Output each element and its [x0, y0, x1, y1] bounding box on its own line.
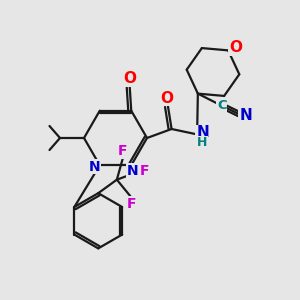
- Text: C: C: [217, 98, 227, 112]
- Text: N: N: [127, 164, 139, 178]
- Text: F: F: [127, 197, 136, 211]
- Text: H: H: [197, 136, 208, 149]
- Text: O: O: [123, 71, 136, 86]
- Text: N: N: [196, 125, 209, 140]
- Text: O: O: [160, 91, 173, 106]
- Text: F: F: [118, 144, 128, 158]
- Text: F: F: [140, 164, 149, 178]
- Text: N: N: [88, 160, 100, 174]
- Text: N: N: [239, 108, 252, 123]
- Text: O: O: [229, 40, 242, 56]
